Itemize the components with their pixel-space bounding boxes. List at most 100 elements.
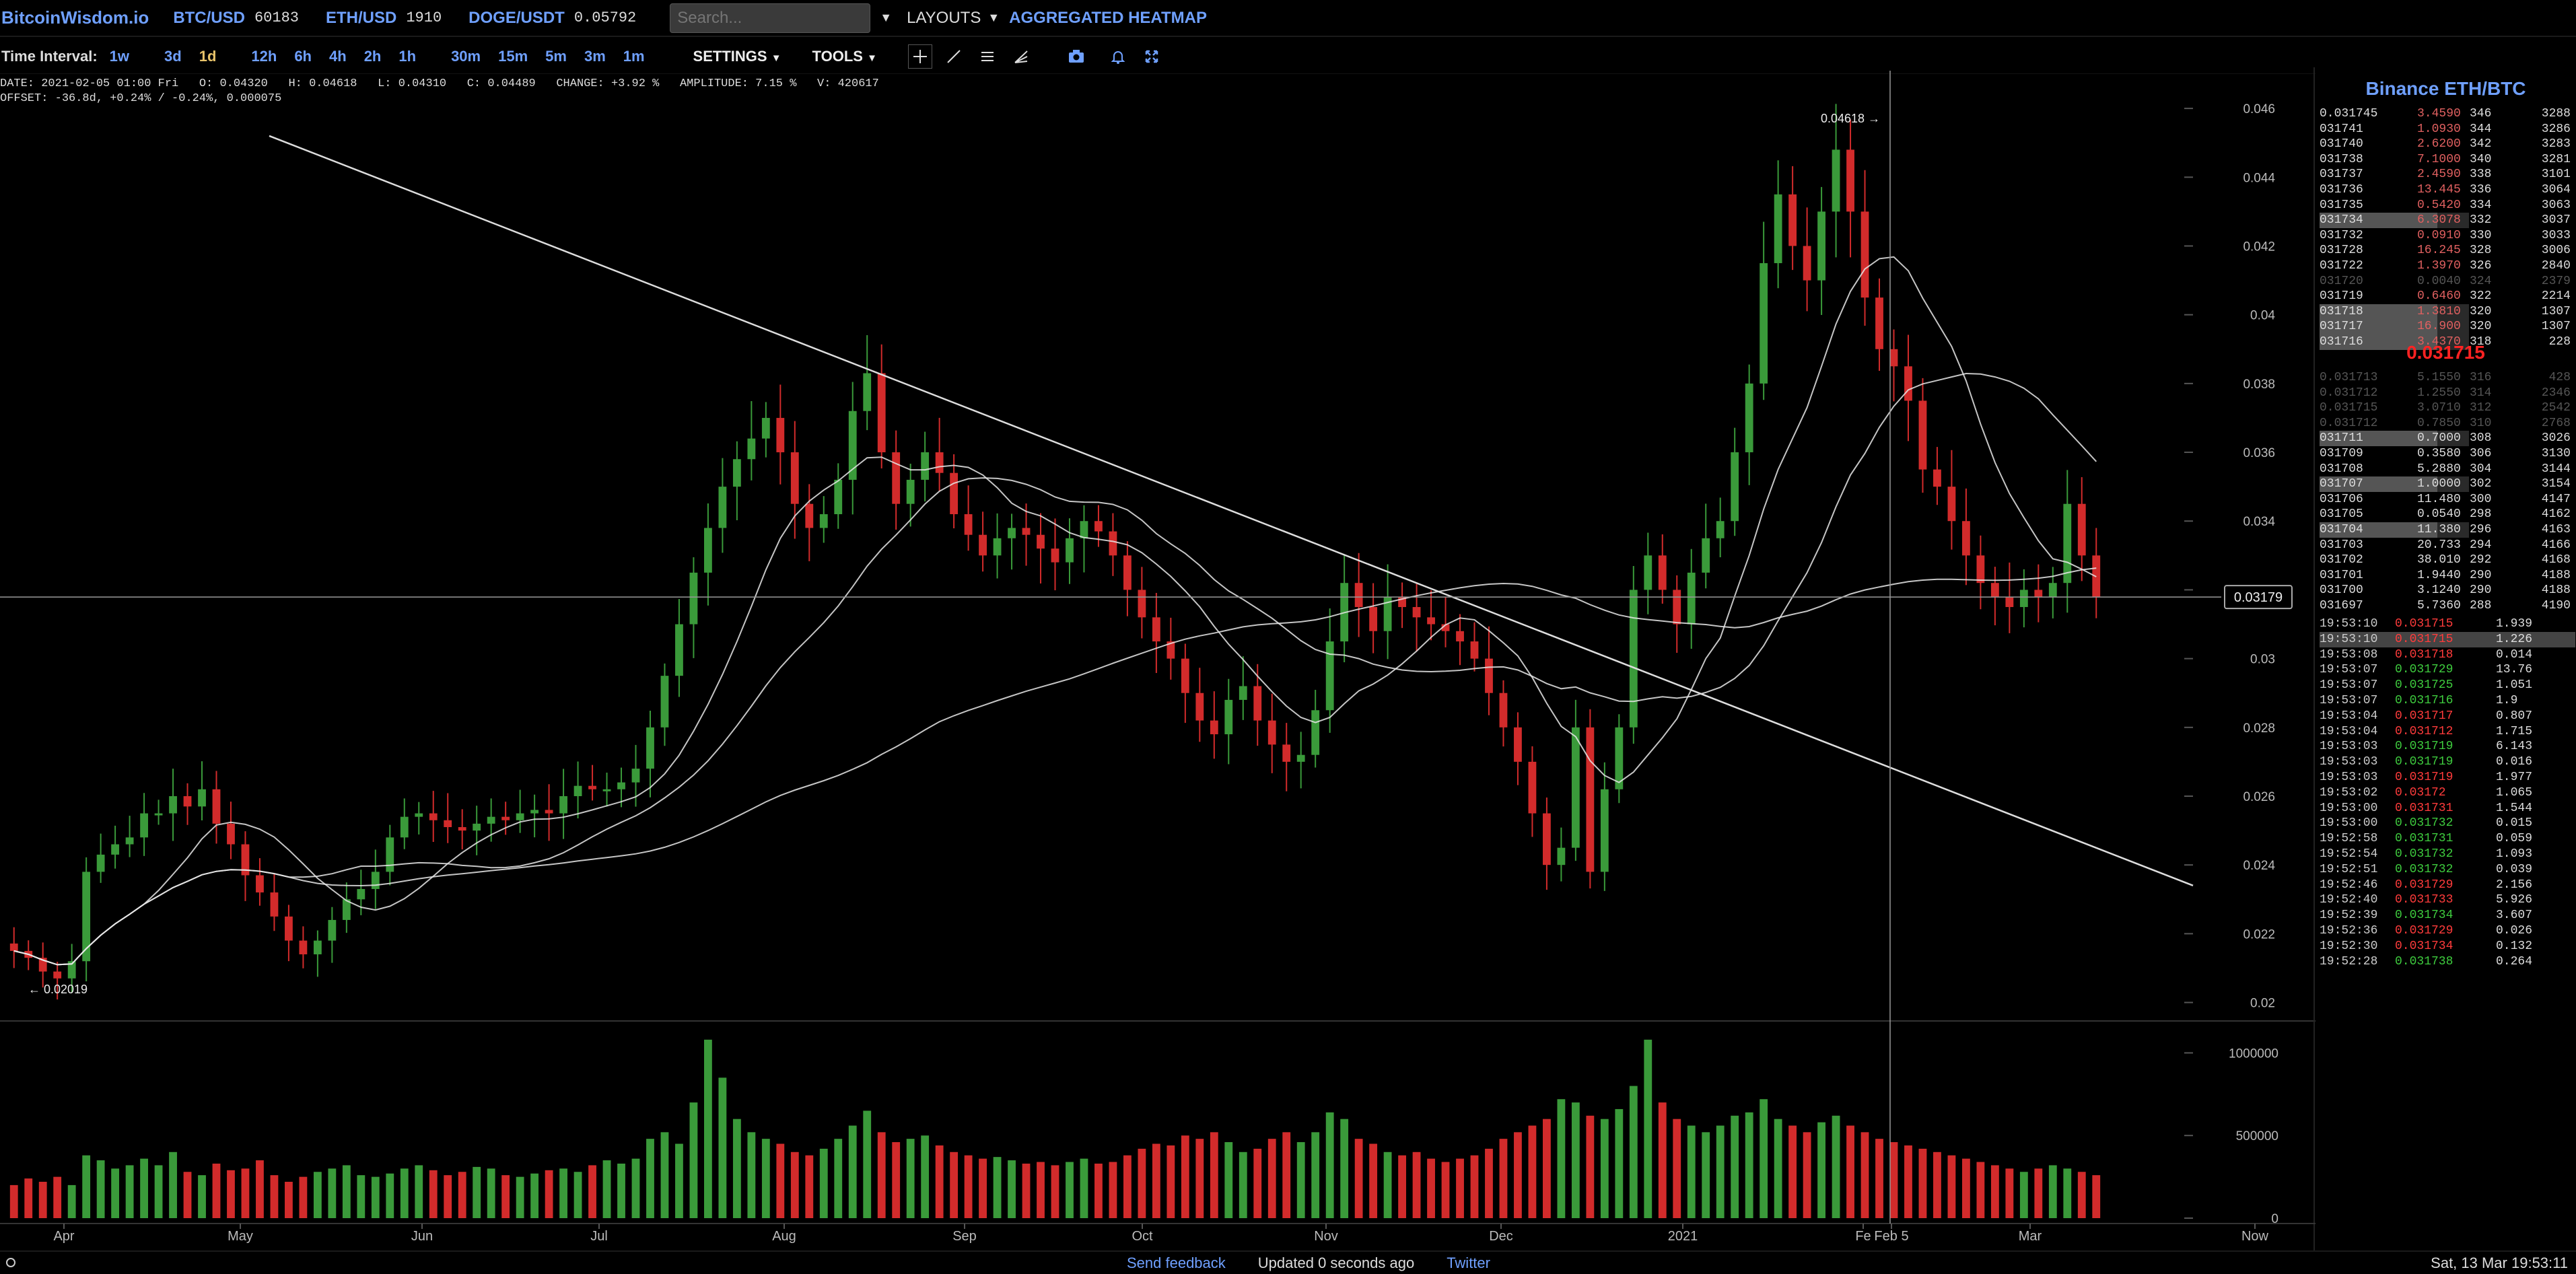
x-axis-label: 2021: [1668, 1229, 1698, 1244]
ask-order-row[interactable]: 031738 7.1000 340 3281: [2320, 152, 2575, 168]
ticker-btc[interactable]: BTC/USD 60183: [173, 9, 299, 28]
ticker-doge[interactable]: DOGE/USDT 0.05792: [468, 9, 636, 28]
bid-order-row[interactable]: 031700 3.1240 290 4188: [2320, 583, 2575, 598]
volume-bar: [1846, 1125, 1854, 1218]
ask-order-row[interactable]: 031716 3.4370 318 228: [2320, 334, 2575, 350]
site-logo[interactable]: BitcoinWisdom.io: [1, 7, 149, 28]
bid-order-row[interactable]: 031697 5.7360 288 4190: [2320, 598, 2575, 614]
ask-order-row[interactable]: 031737 2.4590 338 3101: [2320, 167, 2575, 182]
low-marker-label: ← 0.02019: [28, 983, 88, 996]
ask-order-row[interactable]: 031720 0.0040 324 2379: [2320, 274, 2575, 289]
interval-4h[interactable]: 4h: [329, 47, 347, 65]
candle-body: [125, 837, 134, 845]
top-bar: BitcoinWisdom.io BTC/USD 60183 ETH/USD 1…: [0, 0, 2576, 37]
interval-1m[interactable]: 1m: [623, 47, 645, 65]
candle-body: [328, 919, 337, 941]
y-tick-label: 0.024: [2243, 859, 2275, 873]
interval-2h[interactable]: 2h: [363, 47, 382, 65]
x-axis-label: Aug: [772, 1229, 796, 1244]
bid-order-row[interactable]: 0.031712 1.2550 314 2346: [2320, 386, 2575, 401]
trade-time: 19:52:28: [2320, 954, 2378, 968]
bid-order-row[interactable]: 031702 38.010 292 4168: [2320, 553, 2575, 568]
bid-order-row[interactable]: 0.031713 5.1550 316 428: [2320, 370, 2575, 386]
bid-order-row[interactable]: 031709 0.3580 306 3130: [2320, 446, 2575, 462]
candle-body: [1311, 710, 1320, 755]
bid-order-row[interactable]: 031705 0.0540 298 4162: [2320, 507, 2575, 522]
ask-order-row[interactable]: 031735 0.5420 334 3063: [2320, 198, 2575, 213]
trade-time: 19:53:04: [2320, 709, 2378, 723]
ask-order-row[interactable]: 031722 1.3970 326 2840: [2320, 258, 2575, 274]
ask-order-row[interactable]: 031741 1.0930 344 3286: [2320, 122, 2575, 137]
bid-order-row[interactable]: 031704 11.380 296 4163: [2320, 522, 2575, 538]
interval-15m[interactable]: 15m: [498, 47, 528, 65]
ask-order-row[interactable]: 031728 16.245 328 3006: [2320, 243, 2575, 258]
interval-30m[interactable]: 30m: [451, 47, 481, 65]
bid-order-row[interactable]: 031701 1.9440 290 4188: [2320, 568, 2575, 583]
ask-order-row[interactable]: 031718 1.3810 320 1307: [2320, 304, 2575, 320]
camera-icon[interactable]: [1064, 44, 1088, 69]
send-feedback-link[interactable]: Send feedback: [1127, 1254, 1226, 1271]
bid-order-row[interactable]: 031703 20.733 294 4166: [2320, 538, 2575, 553]
bid-order-row[interactable]: 0.031715 3.0710 312 2542: [2320, 400, 2575, 416]
order-price: 0.031713: [2320, 371, 2378, 384]
bid-order-row[interactable]: 031711 0.7000 308 3026: [2320, 431, 2575, 446]
ask-order-row[interactable]: 031732 0.0910 330 3033: [2320, 228, 2575, 244]
order-cumulative: 3026: [2541, 431, 2571, 446]
tools-menu[interactable]: TOOLS ▼: [812, 48, 877, 65]
ask-order-row[interactable]: 031719 0.6460 322 2214: [2320, 289, 2575, 304]
twitter-link[interactable]: Twitter: [1447, 1254, 1490, 1271]
order-price: 031707: [2320, 477, 2363, 491]
horizontal-lines-tool-icon[interactable]: [975, 44, 1000, 69]
ask-order-row[interactable]: 031736 13.445 336 3064: [2320, 182, 2575, 198]
ask-order-row[interactable]: 031740 2.6200 342 3283: [2320, 137, 2575, 152]
order-cumulative: 3286: [2541, 122, 2571, 136]
bid-order-row[interactable]: 0.031712 0.7850 310 2768: [2320, 416, 2575, 431]
candle-body: [2048, 583, 2057, 597]
settings-menu[interactable]: SETTINGS ▼: [693, 48, 781, 65]
ask-order-row[interactable]: 031734 6.3078 332 3037: [2320, 213, 2575, 228]
interval-1h[interactable]: 1h: [398, 47, 417, 65]
interval-12h[interactable]: 12h: [251, 47, 277, 65]
volume-bar: [1904, 1145, 1912, 1218]
candle-body: [1224, 699, 1233, 735]
interval-3d[interactable]: 3d: [164, 47, 182, 65]
search-dropdown-caret-icon[interactable]: ▼: [880, 11, 893, 24]
crosshair-tool-icon[interactable]: [907, 44, 932, 69]
y-tick-label: 0.034: [2243, 515, 2275, 529]
candle-body: [2034, 590, 2043, 597]
interval-6h[interactable]: 6h: [294, 47, 312, 65]
volume-bar: [2063, 1168, 2072, 1218]
bid-order-row[interactable]: 031708 5.2880 304 3144: [2320, 462, 2575, 477]
ask-order-row[interactable]: 0.031745 3.4590 346 3288: [2320, 106, 2575, 122]
candle-body: [256, 875, 264, 893]
order-price: 031697: [2320, 598, 2363, 612]
order-price: 031706: [2320, 492, 2363, 506]
ask-order-row[interactable]: 031717 16.900 320 1307: [2320, 319, 2575, 334]
layouts-caret-icon[interactable]: ▼: [987, 11, 1000, 24]
trade-qty: 0.264: [2496, 954, 2533, 968]
fullscreen-icon[interactable]: [1140, 44, 1164, 69]
interval-1w[interactable]: 1w: [109, 47, 130, 65]
trade-price: 0.031715: [2395, 632, 2453, 646]
volume-bar: [1788, 1125, 1797, 1218]
layouts-menu[interactable]: LAYOUTS: [907, 8, 981, 27]
ticker-eth[interactable]: ETH/USD 1910: [326, 9, 442, 28]
volume-bar: [790, 1152, 799, 1218]
search-input[interactable]: [670, 3, 871, 33]
candle-body: [1398, 596, 1406, 607]
fib-fan-tool-icon[interactable]: [1009, 44, 1033, 69]
interval-1d[interactable]: 1d: [199, 47, 217, 65]
bell-icon[interactable]: [1106, 44, 1130, 69]
aggregated-heatmap-link[interactable]: AGGREGATED HEATMAP: [1009, 8, 1207, 27]
bid-order-row[interactable]: 031707 1.0000 302 3154: [2320, 476, 2575, 492]
trade-row: 19:53:00 0.031732 0.015: [2320, 816, 2575, 831]
order-cumulative: 3006: [2541, 244, 2571, 258]
volume-bar: [400, 1168, 409, 1218]
order-count: 332: [2470, 213, 2492, 227]
interval-3m[interactable]: 3m: [584, 47, 606, 65]
price-chart[interactable]: 0.046 0.044 0.042 0.04 0.038 0.036 0.034 0.03 20…: [0, 0, 2316, 1250]
volume-bar: [805, 1155, 814, 1218]
interval-5m[interactable]: 5m: [545, 47, 567, 65]
trendline-tool-icon[interactable]: [942, 44, 966, 69]
bid-order-row[interactable]: 031706 11.480 300 4147: [2320, 492, 2575, 507]
